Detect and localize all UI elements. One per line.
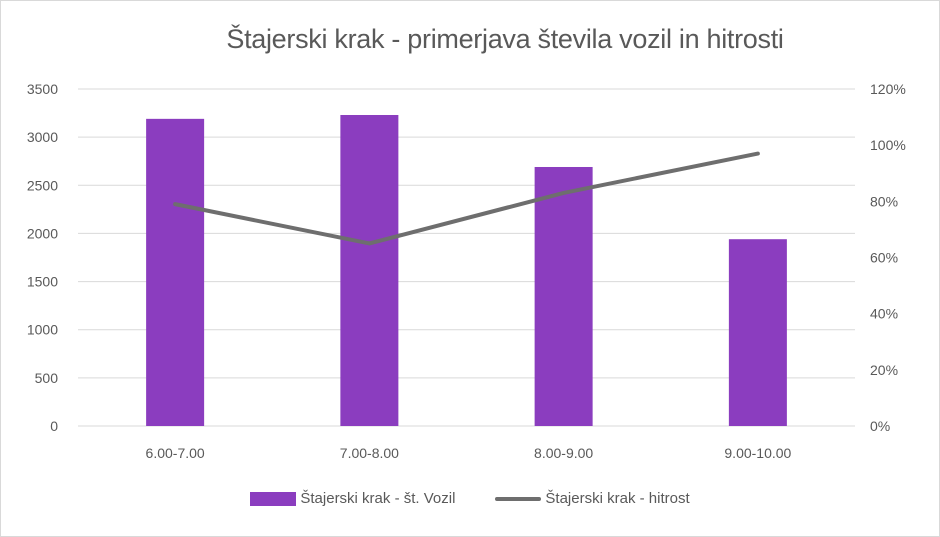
x-tick: 8.00-9.00 (534, 445, 593, 461)
y-right-tick: 80% (870, 193, 898, 209)
bar-vehicles[interactable] (146, 118, 205, 426)
x-tick: 9.00-10.00 (724, 445, 791, 461)
chart-title: Štajerski krak - primerjava števila vozi… (226, 24, 784, 54)
bar-swatch-icon (250, 491, 297, 506)
x-tick: 6.00-7.00 (146, 445, 205, 461)
legend-label-speed: Štajerski krak - hitrost (545, 490, 690, 507)
y-left-tick: 0 (50, 418, 58, 434)
chart-legend: Štajerski krak - št. Vozil Štajerski kra… (0, 490, 940, 507)
y-left-tick: 2500 (27, 177, 58, 193)
legend-item-speed[interactable]: Štajerski krak - hitrost (495, 490, 690, 507)
x-tick: 7.00-8.00 (340, 445, 399, 461)
y-left-tick: 1000 (27, 322, 58, 338)
y-right-tick: 40% (870, 306, 898, 322)
y-left-tick: 3500 (27, 81, 58, 97)
bar-vehicles[interactable] (534, 166, 593, 426)
y-right-tick: 100% (870, 137, 906, 153)
line-speed[interactable] (173, 151, 760, 246)
line-swatch-icon (495, 496, 542, 501)
legend-item-vehicles[interactable]: Štajerski krak - št. Vozil (250, 490, 455, 507)
bar-vehicles[interactable] (340, 114, 399, 427)
y-right-tick: 0% (870, 418, 890, 434)
y-left-tick: 1500 (27, 274, 58, 290)
y-right-tick: 60% (870, 250, 898, 266)
y-left-tick: 500 (35, 370, 59, 386)
y-left-tick: 3000 (27, 129, 58, 145)
y-right-tick: 120% (870, 81, 906, 97)
y-right-tick: 20% (870, 362, 898, 378)
bar-vehicles[interactable] (728, 239, 787, 426)
y-left-tick: 2000 (27, 225, 58, 241)
legend-label-vehicles: Štajerski krak - št. Vozil (300, 490, 456, 507)
